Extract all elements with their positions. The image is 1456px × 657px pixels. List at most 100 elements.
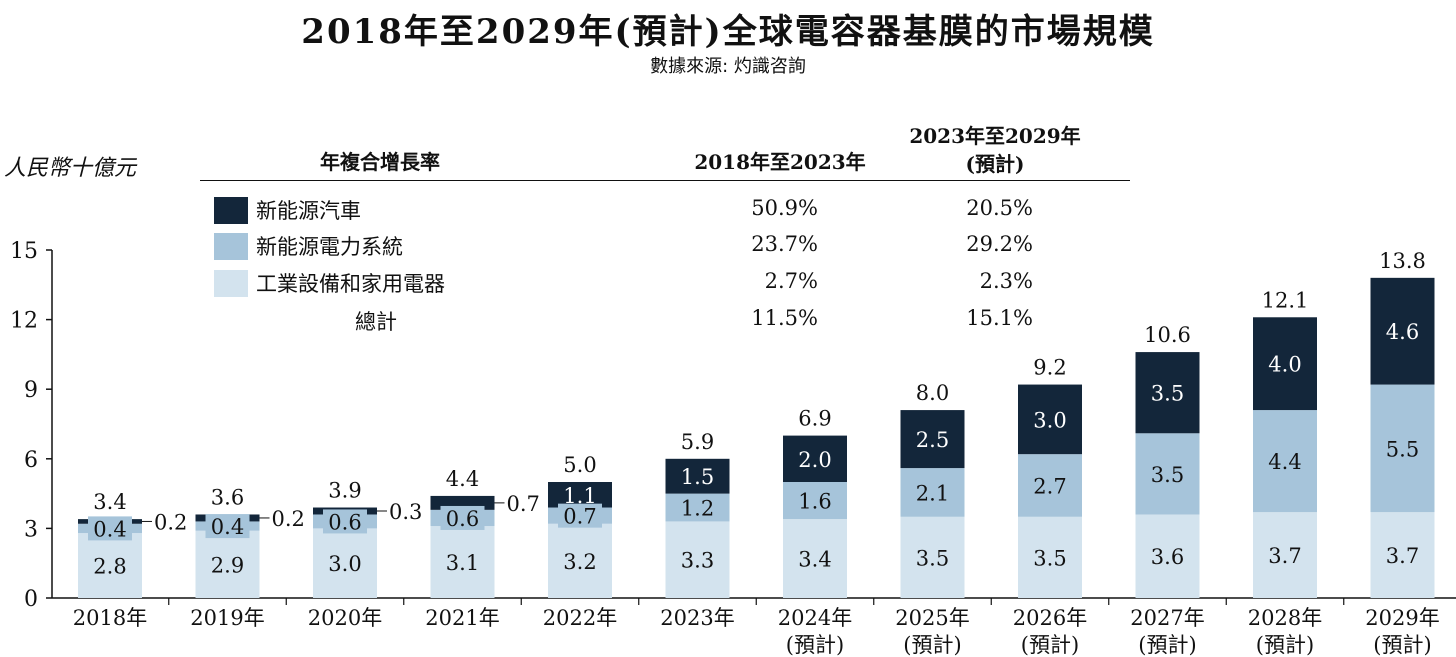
- cagr-header-rule: [200, 180, 1130, 181]
- data-label: 1.6: [798, 490, 831, 514]
- bar-segment: [1018, 384, 1082, 455]
- x-tick-label: 2020年: [308, 606, 382, 630]
- total-label: 3.6: [211, 485, 244, 509]
- data-label-outside: 0.3: [389, 500, 422, 524]
- data-label: 2.0: [798, 448, 831, 472]
- cagr-ev-2018-2023: 50.9%: [751, 196, 818, 220]
- x-tick-sublabel: (預計): [786, 633, 844, 657]
- cagr-industrial-2023-2029: 2.3%: [979, 269, 1033, 293]
- x-tick-label: 2028年: [1248, 606, 1322, 630]
- data-label: 3.7: [1386, 544, 1419, 568]
- total-label: 10.6: [1144, 323, 1191, 347]
- cagr-power-2018-2023: 23.7%: [751, 232, 818, 256]
- bar-segment: [1135, 433, 1200, 515]
- chart-title: 2018年至2029年(預計)全球電容器基膜的市場規模: [301, 12, 1155, 52]
- bar-segment: [665, 521, 730, 598]
- cagr-total-2018-2023: 11.5%: [751, 306, 818, 330]
- bar-segment: [1370, 512, 1435, 598]
- total-label: 3.9: [328, 479, 361, 503]
- legend-total-label: 總計: [355, 310, 397, 334]
- bar-segment: [900, 410, 965, 469]
- bar-segment: [1135, 514, 1200, 598]
- data-label: 2.8: [93, 555, 126, 579]
- data-label: 2.5: [916, 428, 949, 452]
- total-label: 13.8: [1379, 249, 1426, 273]
- x-tick-label: 2023年: [660, 606, 734, 630]
- legend-label-industrial: 工業設備和家用電器: [256, 272, 445, 296]
- legend-swatch-power: [214, 232, 248, 260]
- data-label: 0.7: [563, 505, 596, 529]
- bar-segment: [665, 458, 730, 494]
- x-tick-label: 2026年: [1013, 606, 1087, 630]
- data-label: 2.7: [1033, 474, 1066, 498]
- total-label: 5.0: [563, 453, 596, 477]
- y-tick-label: 3: [24, 517, 38, 542]
- data-label: 0.6: [446, 507, 479, 531]
- x-tick-sublabel: (預計): [1138, 633, 1196, 657]
- data-label: 0.6: [328, 510, 361, 534]
- legend-swatch-ev: [214, 196, 248, 224]
- bar-segment: [783, 435, 847, 482]
- bar-segment: [783, 519, 847, 598]
- bar-segment: [313, 528, 377, 598]
- x-tick-label: 2029年: [1365, 606, 1439, 630]
- bar-segment: [1018, 516, 1082, 598]
- x-tick-sublabel: (預計): [1256, 633, 1314, 657]
- data-label: 3.2: [563, 550, 596, 574]
- x-tick-sublabel: (預計): [1373, 633, 1431, 657]
- x-tick-label: 2027年: [1130, 606, 1204, 630]
- bar-segment: [430, 526, 495, 598]
- bar-segment: [548, 523, 612, 598]
- bar-segment: [1253, 317, 1317, 411]
- x-tick-label: 2018年: [73, 606, 147, 630]
- bar-segment: [1135, 352, 1200, 434]
- total-label: 6.9: [798, 407, 831, 431]
- x-tick-label: 2019年: [190, 606, 264, 630]
- cagr-ev-2023-2029: 20.5%: [966, 196, 1033, 220]
- bar-segment: [548, 482, 612, 508]
- data-label-bg: [558, 503, 602, 528]
- chart-subtitle: 數據來源: 灼識咨詢: [650, 56, 806, 77]
- legend-label-ev: 新能源汽車: [256, 199, 361, 223]
- data-label-outside: 0.2: [272, 507, 305, 531]
- x-tick-label: 2021年: [425, 606, 499, 630]
- data-label: 0.4: [211, 515, 244, 539]
- data-label: 4.6: [1386, 320, 1419, 344]
- data-label: 3.4: [798, 548, 831, 572]
- data-label: 4.0: [1268, 353, 1301, 377]
- bar-segment: [665, 493, 730, 522]
- data-label: 3.0: [328, 552, 361, 576]
- y-tick-label: 12: [10, 309, 38, 334]
- x-tick-sublabel: (預計): [1021, 633, 1079, 657]
- cagr-total-2023-2029: 15.1%: [966, 306, 1033, 330]
- legend-item-industrial: 工業設備和家用電器: [214, 269, 445, 297]
- data-label: 3.6: [1151, 545, 1184, 569]
- data-label: 3.3: [681, 549, 714, 573]
- data-label: 5.5: [1386, 437, 1419, 461]
- y-axis-unit: 人民幣十億元: [4, 156, 137, 181]
- bar-segment: [195, 530, 260, 598]
- cagr-power-2023-2029: 29.2%: [966, 232, 1033, 256]
- total-label: 4.4: [446, 467, 479, 491]
- legend-item-power: 新能源電力系統: [214, 232, 403, 260]
- cagr-col1-header: 2018年至2023年: [694, 150, 866, 174]
- data-label: 4.4: [1268, 450, 1301, 474]
- y-tick-label: 9: [24, 378, 38, 403]
- bar-segment: [1370, 384, 1435, 513]
- data-label: 3.7: [1268, 544, 1301, 568]
- bar-segment: [900, 468, 965, 517]
- data-label-bg: [440, 505, 485, 530]
- data-label-outside: 0.2: [154, 510, 187, 534]
- legend-swatch-industrial: [214, 269, 248, 297]
- x-tick-label: 2022年: [543, 606, 617, 630]
- x-tick-label: 2024年: [778, 606, 852, 630]
- bar-segment: [1253, 410, 1317, 513]
- y-tick-label: 6: [24, 448, 38, 473]
- data-label: 2.9: [211, 553, 244, 577]
- x-tick-sublabel: (預計): [903, 633, 961, 657]
- data-label-bg: [205, 514, 250, 539]
- total-label: 8.0: [916, 381, 949, 405]
- bar-segment: [1253, 512, 1317, 598]
- data-label: 1.1: [563, 484, 596, 508]
